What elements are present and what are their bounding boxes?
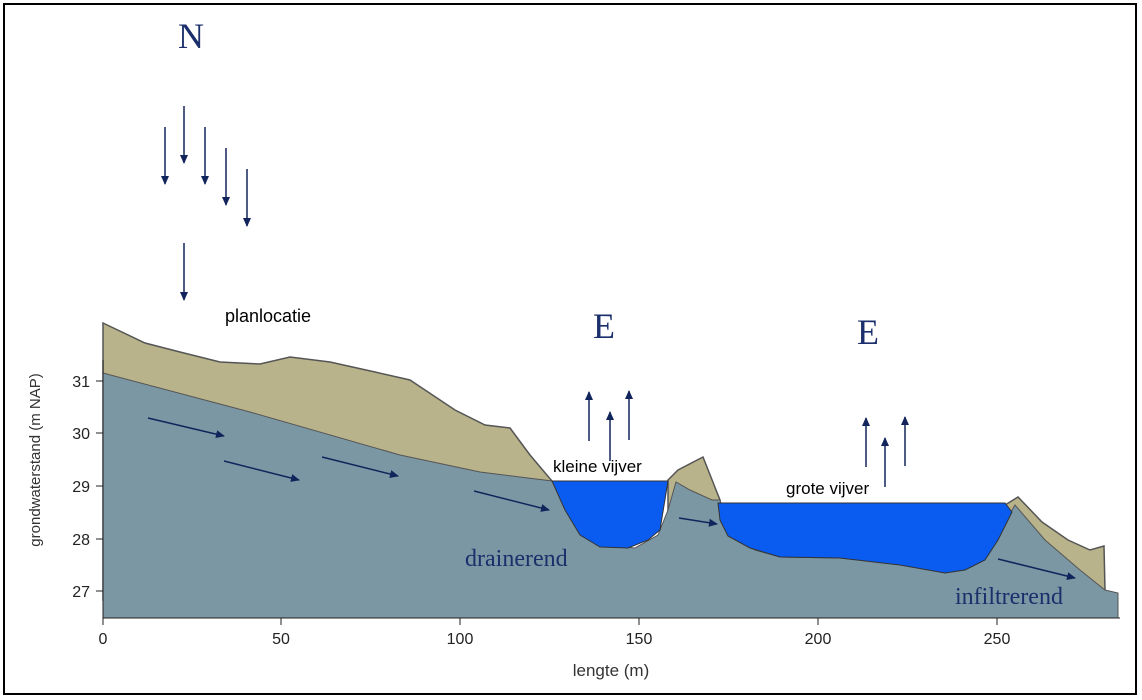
- plan-site-label: planlocatie: [225, 306, 311, 326]
- evaporation-label-small-pond: E: [593, 306, 615, 346]
- draining-label: drainerend: [465, 546, 568, 572]
- y-axis: [96, 360, 104, 618]
- y-tick-label: 31: [72, 374, 90, 391]
- y-tick-label: 27: [72, 584, 90, 601]
- x-tick-label: 50: [272, 631, 290, 648]
- y-axis-title: grondwaterstand (m NAP): [27, 373, 44, 546]
- evaporation-arrows-large-pond: [862, 416, 909, 487]
- groundwater-flow-arrows: [147, 417, 1076, 580]
- infiltrating-label: infiltrerend: [955, 584, 1063, 610]
- large-pond: [717, 502, 1013, 574]
- x-tick-label: 250: [984, 631, 1011, 648]
- evaporation-label-large-pond: E: [857, 312, 879, 352]
- x-axis-title: lengte (m): [573, 661, 650, 680]
- y-tick-label: 29: [72, 479, 90, 496]
- x-tick-label: 200: [805, 631, 832, 648]
- evaporation-arrows-small-pond: [585, 390, 633, 461]
- precipitation-arrows: [161, 106, 251, 301]
- x-tick-label: 100: [447, 631, 474, 648]
- diagram-frame: [3, 3, 1137, 695]
- y-tick-label: 30: [72, 426, 90, 443]
- x-tick-label: 150: [626, 631, 653, 648]
- x-tick-label: 0: [99, 631, 108, 648]
- x-axis: [102, 617, 1120, 625]
- small-pond-label: kleine vijver: [553, 457, 642, 476]
- small-pond: [551, 480, 669, 549]
- large-pond-label: grote vijver: [786, 479, 869, 498]
- precipitation-label: N: [178, 16, 204, 56]
- y-tick-label: 28: [72, 532, 90, 549]
